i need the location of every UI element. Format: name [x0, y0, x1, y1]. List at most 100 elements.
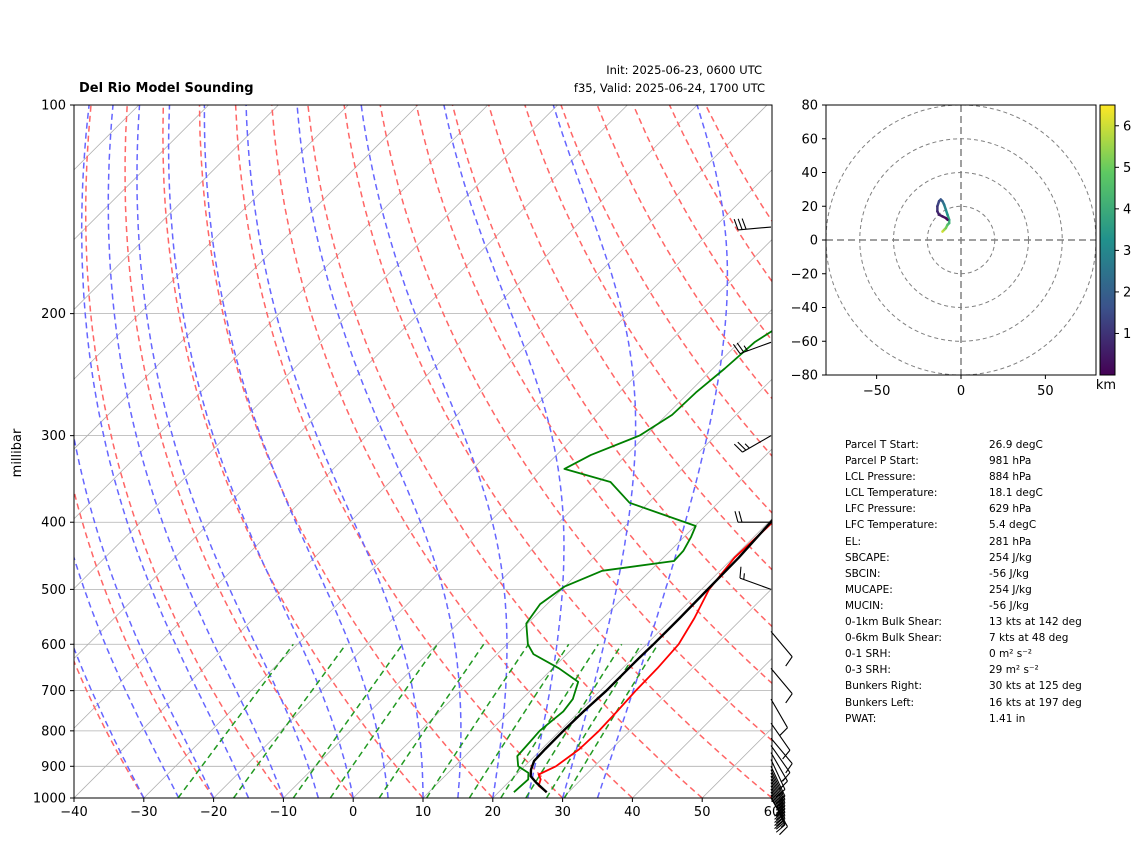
wind-barb: [770, 722, 791, 760]
isotherm-line: [492, 518, 772, 798]
hodo-y-tick-label: 20: [801, 200, 818, 215]
wind-barb: [733, 218, 772, 231]
colorbar-tick-label: 1: [1123, 327, 1131, 342]
moist-adiabat: [596, 105, 729, 798]
moist-adiabat: [74, 646, 145, 798]
param-label: EL:: [845, 535, 862, 548]
mixing-ratio-line: [500, 643, 599, 798]
hodo-x-tick-label: 0: [957, 384, 965, 399]
x-tick-label: 20: [485, 805, 502, 820]
y-tick-label: 1000: [33, 792, 66, 807]
moist-adiabat: [136, 105, 320, 798]
isotherm-line: [74, 105, 558, 590]
param-value: 281 hPa: [989, 535, 1032, 548]
param-value: 254 J/kg: [989, 583, 1032, 596]
dry-adiabat: [307, 105, 703, 798]
param-label: MUCIN:: [845, 599, 884, 612]
wind-barb: [732, 341, 772, 355]
moist-adiabat: [203, 105, 389, 798]
param-row: MUCAPE: 254 J/kg: [845, 582, 1082, 598]
param-row: LCL Pressure: 884 hPa: [845, 469, 1082, 485]
mixing-ratio-line: [425, 643, 530, 798]
param-value: 0 m² s⁻²: [989, 648, 1033, 661]
colorbar-tick-label: 4: [1123, 202, 1131, 217]
param-row: Bunkers Right: 30 kts at 125 deg: [845, 678, 1082, 694]
isotherm-line: [213, 239, 772, 798]
y-tick-label: 800: [41, 724, 66, 739]
colorbar-label: km: [1096, 378, 1116, 393]
isotherm-line: [562, 588, 772, 798]
colorbar-tick-label: 3: [1123, 244, 1131, 259]
param-label: LFC Temperature:: [845, 519, 938, 532]
valid-time: f35, Valid: 2025-06-24, 1700 UTC: [574, 81, 765, 95]
param-value: 26.9 degC: [989, 439, 1043, 451]
param-row: LFC Temperature: 5.4 degC: [845, 517, 1082, 533]
hodo-y-tick-label: −40: [791, 301, 818, 316]
hodo-rings: [826, 105, 1096, 375]
param-value: 30 kts at 125 deg: [989, 680, 1082, 693]
y-tick-label: 900: [41, 760, 66, 775]
y-tick-label: 200: [41, 307, 66, 322]
y-tick-label: 600: [41, 638, 66, 653]
param-row: PWAT: 1.41 in: [845, 711, 1082, 727]
param-value: 16 kts at 197 deg: [989, 696, 1082, 709]
hodo-y-tick-label: 0: [810, 234, 818, 249]
param-label: LCL Pressure:: [845, 471, 916, 484]
init-time: Init: 2025-06-23, 0600 UTC: [606, 63, 762, 77]
dry-adiabat: [124, 105, 354, 798]
moist-adiabat: [443, 105, 565, 798]
y-axis-ticks: 100 200 300 400 500 600 700 800 900 1000: [33, 99, 74, 807]
wind-barb: [770, 737, 793, 774]
hodo-trace: [936, 198, 951, 233]
param-row: LFC Pressure: 629 hPa: [845, 501, 1082, 517]
x-axis-ticks: −40 −30 −20 −10 0 10 20 30 40 50 60: [60, 798, 780, 820]
y-tick-label: 100: [41, 99, 66, 114]
dry-adiabat: [271, 105, 633, 798]
param-value: 18.1 degC: [989, 487, 1043, 500]
moist-adiabat: [107, 105, 285, 798]
colorbar: [1099, 104, 1116, 376]
param-row: 0-1 SRH: 0 m² s⁻²: [845, 646, 1082, 662]
hodo-y-ticks: −80 −60 −40 −20 0 20 40 60 80: [791, 99, 826, 384]
param-value: -56 J/kg: [989, 567, 1029, 580]
parcel-profile: [529, 518, 772, 794]
hodo-y-tick-label: −20: [791, 267, 818, 282]
x-tick-label: −10: [270, 805, 297, 820]
wind-barb: [770, 698, 788, 737]
parameter-table: Parcel T Start: 26.9 degC Parcel P Start: 9…: [845, 437, 1082, 727]
param-row: Parcel T Start: 26.9 degC: [845, 437, 1082, 453]
dry-adiabat: [234, 105, 564, 798]
isotherm-line: [74, 105, 349, 380]
param-row: Parcel P Start: 981 hPa: [845, 453, 1082, 469]
param-row: 0-6km Bulk Shear: 7 kts at 48 deg: [845, 630, 1082, 646]
chart-title: Del Rio Model Sounding: [79, 81, 254, 96]
dry-adiabat: [415, 105, 772, 685]
param-value: 981 hPa: [989, 455, 1032, 468]
param-label: Parcel P Start:: [845, 455, 919, 468]
param-value: 884 hPa: [989, 471, 1032, 484]
param-row: MUCIN: -56 J/kg: [845, 598, 1082, 614]
isotherm-line: [632, 657, 772, 798]
skewt-plot: −40 −30 −20 −10 0 10 20 30 40 50 60 10020030040050…: [10, 99, 793, 836]
mixing-ratio-line: [468, 643, 570, 798]
y-tick-label: 400: [41, 516, 66, 531]
moist-adiabat: [552, 105, 637, 798]
wind-barbs: [732, 218, 793, 836]
moist-adiabat: [74, 555, 180, 798]
moist-adiabat: [360, 105, 508, 798]
param-label: LCL Temperature:: [845, 487, 938, 500]
param-label: Bunkers Right:: [845, 680, 922, 693]
isotherm-line: [74, 105, 628, 659]
moist-adiabat: [80, 105, 250, 798]
wind-barb: [770, 745, 791, 782]
dry-adiabat: [84, 105, 285, 798]
x-tick-label: 30: [554, 805, 571, 820]
hodo-y-tick-label: 80: [801, 99, 818, 114]
dry-adiabat: [162, 105, 424, 798]
param-label: 0-3 SRH:: [845, 664, 891, 677]
param-row: EL: 281 hPa: [845, 534, 1082, 550]
hodo-x-tick-label: −50: [863, 384, 890, 399]
x-tick-label: 0: [349, 805, 357, 820]
isotherm-line: [74, 105, 698, 729]
isotherm-grid: [74, 105, 772, 798]
